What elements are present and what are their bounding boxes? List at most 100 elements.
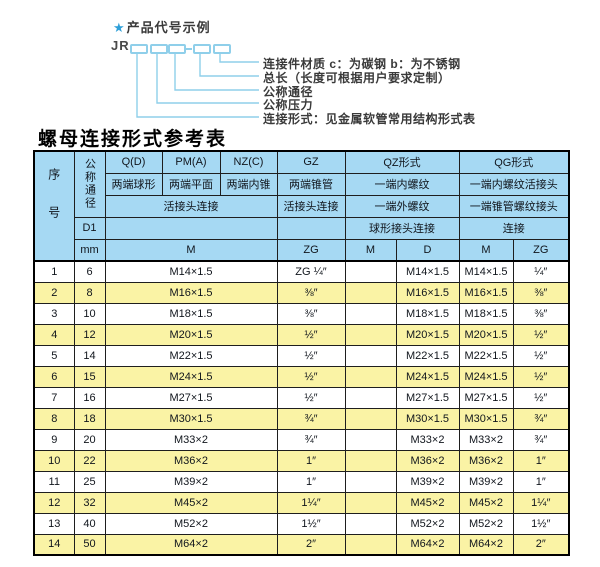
cell-qg-m: M33×2 xyxy=(458,428,514,451)
cell-qg-m: M18×1.5 xyxy=(458,302,514,325)
cell-gz-zg: 1″ xyxy=(276,449,346,472)
cell-qz-d: M16×1.5 xyxy=(395,281,460,304)
cell-qz-m xyxy=(344,470,397,493)
cell-qg-zg: 1″ xyxy=(512,449,570,472)
header-qz-form: QZ形式 xyxy=(344,150,460,174)
cell-qg-zg: ½″ xyxy=(512,323,570,346)
header-m-qz: M xyxy=(344,238,397,262)
cell-qg-zg: ¾″ xyxy=(512,428,570,451)
cell-serial-no: 6 xyxy=(33,365,75,388)
cell-qg-zg: ½″ xyxy=(512,365,570,388)
cell-qz-d: M64×2 xyxy=(395,533,460,556)
cell-qg-m: M22×1.5 xyxy=(458,344,514,367)
cell-d1-mm: 15 xyxy=(73,365,106,388)
diagram-heading-text: 产品代号示例 xyxy=(126,20,211,35)
cell-qg-zg: 2″ xyxy=(512,533,570,556)
header-q-d: Q(D) xyxy=(104,150,163,174)
table-header: 序号 公称通径 Q(D) PM(A) NZ(C) GZ QZ形式 QG形式 两端… xyxy=(33,150,570,262)
leader-lines xyxy=(136,51,259,118)
cell-qz-m xyxy=(344,449,397,472)
cell-qg-m: M27×1.5 xyxy=(458,386,514,409)
header-one-end-taper-thread-joint: 一端锥管螺纹接头 xyxy=(458,194,570,218)
cell-qg-m: M30×1.5 xyxy=(458,407,514,430)
cell-m-thread: M16×1.5 xyxy=(104,281,278,304)
cell-serial-no: 4 xyxy=(33,323,75,346)
cell-qz-d: M39×2 xyxy=(395,470,460,493)
cell-m-thread: M20×1.5 xyxy=(104,323,278,346)
header-nominal-diameter: 公称通径 xyxy=(73,150,106,218)
cell-d1-mm: 8 xyxy=(73,281,106,304)
header-ball-joint-connection: 球形接头连接 xyxy=(344,216,460,240)
cell-gz-zg: ⅜″ xyxy=(276,281,346,304)
cell-gz-zg: ¾″ xyxy=(276,428,346,451)
cell-gz-zg: ¾″ xyxy=(276,407,346,430)
cell-qz-d: M22×1.5 xyxy=(395,344,460,367)
cell-serial-no: 12 xyxy=(33,491,75,514)
cell-m-thread: M18×1.5 xyxy=(104,302,278,325)
header-union-connection-left: 活接头连接 xyxy=(104,194,278,218)
header-one-end-internal-thread-union: 一端内螺纹活接头 xyxy=(458,172,570,196)
cell-d1-mm: 22 xyxy=(73,449,106,472)
cell-qz-m xyxy=(344,365,397,388)
header-m-wide: M xyxy=(104,238,278,262)
cell-gz-zg: ½″ xyxy=(276,365,346,388)
cell-gz-zg: ½″ xyxy=(276,386,346,409)
cell-m-thread: M39×2 xyxy=(104,470,278,493)
header-serial-no: 序号 xyxy=(33,150,75,262)
cell-qz-d: M36×2 xyxy=(395,449,460,472)
header-both-ends-taper: 两端锥管 xyxy=(276,172,346,196)
cell-qg-zg: ⅜″ xyxy=(512,281,570,304)
cell-qz-d: M24×1.5 xyxy=(395,365,460,388)
table-body: 1 6 M14×1.5 ZG ¼″ M14×1.5 M14×1.5 ¼″ 2 8… xyxy=(33,260,570,556)
cell-m-thread: M14×1.5 xyxy=(104,260,278,283)
cell-gz-zg: 1″ xyxy=(276,470,346,493)
header-connection: 连接 xyxy=(458,216,570,240)
cell-qz-m xyxy=(344,533,397,556)
cell-qz-m xyxy=(344,386,397,409)
cell-gz-zg: 1¼″ xyxy=(276,491,346,514)
cell-d1-mm: 20 xyxy=(73,428,106,451)
product-code-diagram: ★产品代号示例 JR 连接件材质 c：为碳钢 b：为不锈钢 总长（长度可根据用户… xyxy=(0,0,600,130)
cell-qz-d: M20×1.5 xyxy=(395,323,460,346)
header-zg-qg: ZG xyxy=(512,238,570,262)
cell-qg-zg: 1¼″ xyxy=(512,491,570,514)
cell-m-thread: M33×2 xyxy=(104,428,278,451)
table-row: 8 18 M30×1.5 ¾″ M30×1.5 M30×1.5 ¾″ xyxy=(33,407,570,430)
cell-qz-d: M27×1.5 xyxy=(395,386,460,409)
cell-serial-no: 13 xyxy=(33,512,75,535)
cell-qz-d: M18×1.5 xyxy=(395,302,460,325)
label-connection-form: 连接形式：见金属软管常用结构形式表 xyxy=(263,112,476,126)
header-spacer-gz xyxy=(276,216,346,240)
cell-d1-mm: 25 xyxy=(73,470,106,493)
cell-m-thread: M22×1.5 xyxy=(104,344,278,367)
diagram-heading: ★产品代号示例 xyxy=(113,17,211,36)
cell-qz-m xyxy=(344,260,397,283)
cell-qg-zg: ¾″ xyxy=(512,407,570,430)
cell-qz-d: M52×2 xyxy=(395,512,460,535)
cell-qg-m: M45×2 xyxy=(458,491,514,514)
header-both-ends-ball: 两端球形 xyxy=(104,172,163,196)
table-row: 2 8 M16×1.5 ⅜″ M16×1.5 M16×1.5 ⅜″ xyxy=(33,281,570,304)
cell-serial-no: 7 xyxy=(33,386,75,409)
table-row: 5 14 M22×1.5 ½″ M22×1.5 M22×1.5 ½″ xyxy=(33,344,570,367)
header-spacer-left xyxy=(104,216,278,240)
table-title: 螺母连接形式参考表 xyxy=(38,128,228,150)
header-union-connection-gz: 活接头连接 xyxy=(276,194,346,218)
header-gz: GZ xyxy=(276,150,346,174)
cell-serial-no: 14 xyxy=(33,533,75,556)
label-material: 连接件材质 c：为碳钢 b：为不锈钢 xyxy=(263,57,461,71)
code-dash xyxy=(184,48,192,50)
table-row: 11 25 M39×2 1″ M39×2 M39×2 1″ xyxy=(33,470,570,493)
header-both-ends-flat: 两端平面 xyxy=(161,172,221,196)
label-nominal-diameter: 公称通径 xyxy=(263,85,314,99)
cell-m-thread: M30×1.5 xyxy=(104,407,278,430)
code-box-4 xyxy=(193,44,211,54)
header-pm-a: PM(A) xyxy=(161,150,221,174)
cell-qz-m xyxy=(344,512,397,535)
cell-serial-no: 8 xyxy=(33,407,75,430)
cell-qg-zg: 1½″ xyxy=(512,512,570,535)
cell-qg-m: M14×1.5 xyxy=(458,260,514,283)
header-mm: mm xyxy=(73,238,106,262)
cell-d1-mm: 40 xyxy=(73,512,106,535)
cell-gz-zg: ½″ xyxy=(276,344,346,367)
